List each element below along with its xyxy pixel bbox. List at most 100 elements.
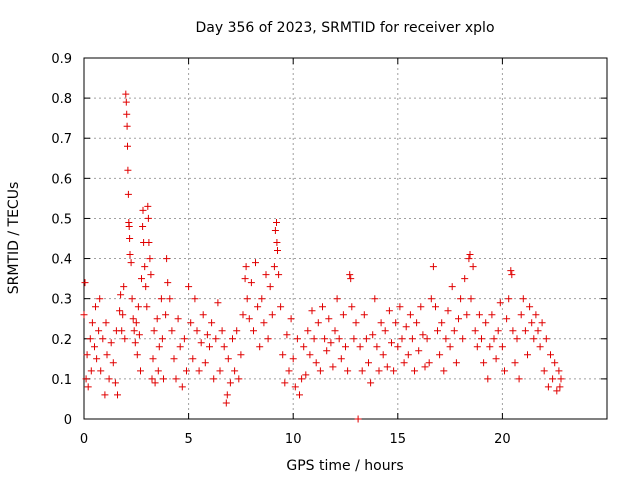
data-point — [467, 295, 475, 303]
data-point — [352, 319, 360, 327]
data-point — [119, 311, 127, 319]
data-point — [465, 255, 473, 263]
data-point — [411, 367, 418, 375]
data-point — [247, 279, 255, 287]
data-point — [287, 315, 295, 323]
data-point — [154, 367, 162, 375]
data-point — [146, 255, 154, 263]
data-point — [538, 319, 546, 327]
data-point — [178, 383, 186, 391]
data-point — [475, 311, 483, 319]
data-point — [540, 367, 548, 375]
data-point — [450, 327, 458, 335]
data-point — [141, 263, 149, 271]
data-point — [126, 235, 134, 242]
data-point — [534, 327, 542, 335]
data-point — [130, 327, 138, 335]
data-point — [256, 343, 264, 351]
data-point — [557, 375, 565, 383]
data-point — [553, 387, 561, 395]
data-point — [415, 347, 423, 355]
data-point — [127, 259, 135, 267]
data-point — [183, 367, 190, 375]
y-tick-label: 0.8 — [51, 92, 72, 107]
y-tick-label: 0.3 — [51, 293, 72, 308]
data-point — [262, 271, 270, 279]
data-point — [337, 355, 345, 363]
x-tick-label: 20 — [494, 432, 511, 447]
data-point — [365, 359, 372, 367]
data-point — [143, 303, 151, 311]
data-point — [383, 363, 391, 371]
data-point — [329, 363, 337, 371]
data-point — [226, 379, 234, 387]
data-point — [176, 343, 184, 351]
x-tick-label: 0 — [80, 432, 88, 447]
data-point — [469, 263, 477, 271]
data-point — [80, 311, 88, 319]
data-point — [151, 379, 159, 387]
data-points — [80, 90, 565, 423]
data-point — [517, 311, 525, 319]
data-point — [388, 339, 395, 347]
y-tick-label: 0.5 — [51, 212, 72, 227]
data-point — [360, 311, 368, 319]
data-point — [452, 359, 460, 367]
data-point — [252, 259, 259, 267]
plot-frame — [83, 57, 608, 420]
data-point — [519, 295, 527, 303]
data-point — [242, 263, 250, 271]
x-tick-label: 10 — [285, 432, 302, 447]
data-point — [139, 223, 147, 230]
data-point — [123, 122, 131, 130]
data-point — [400, 359, 408, 367]
data-point — [87, 367, 95, 375]
data-point — [300, 343, 308, 351]
y-tick-label: 0.6 — [51, 172, 72, 187]
data-point — [148, 375, 156, 383]
data-point — [298, 375, 306, 383]
data-point — [408, 335, 416, 343]
data-point — [486, 343, 494, 351]
data-point — [93, 355, 101, 363]
data-point — [496, 299, 504, 307]
data-point — [327, 339, 335, 347]
data-point — [120, 283, 128, 291]
data-point — [245, 315, 253, 323]
data-point — [466, 251, 474, 258]
data-point — [132, 319, 140, 327]
data-point — [214, 299, 222, 307]
data-point — [97, 367, 105, 375]
data-point — [536, 343, 544, 351]
data-point — [231, 367, 239, 375]
data-point — [134, 303, 142, 311]
data-point — [122, 98, 130, 106]
data-point — [344, 367, 352, 375]
data-point — [268, 311, 276, 319]
data-point — [243, 295, 251, 303]
data-point — [306, 351, 314, 359]
data-point — [84, 383, 92, 391]
data-point — [157, 295, 165, 303]
data-point — [436, 351, 444, 359]
data-point — [233, 327, 241, 335]
data-point — [417, 303, 425, 311]
data-point — [170, 355, 178, 363]
data-point — [503, 315, 511, 323]
data-point — [137, 367, 144, 375]
data-point — [369, 331, 377, 339]
data-point — [92, 303, 99, 311]
data-point — [448, 283, 456, 291]
grid-lines — [84, 58, 607, 419]
data-point — [358, 367, 366, 375]
data-point — [273, 239, 281, 246]
data-point — [347, 275, 355, 283]
data-point — [150, 327, 158, 335]
data-point — [83, 351, 91, 359]
data-point — [122, 90, 130, 98]
data-point — [124, 166, 132, 174]
data-point — [285, 367, 293, 375]
data-point — [335, 335, 343, 343]
data-point — [528, 319, 536, 327]
data-point — [101, 391, 109, 399]
